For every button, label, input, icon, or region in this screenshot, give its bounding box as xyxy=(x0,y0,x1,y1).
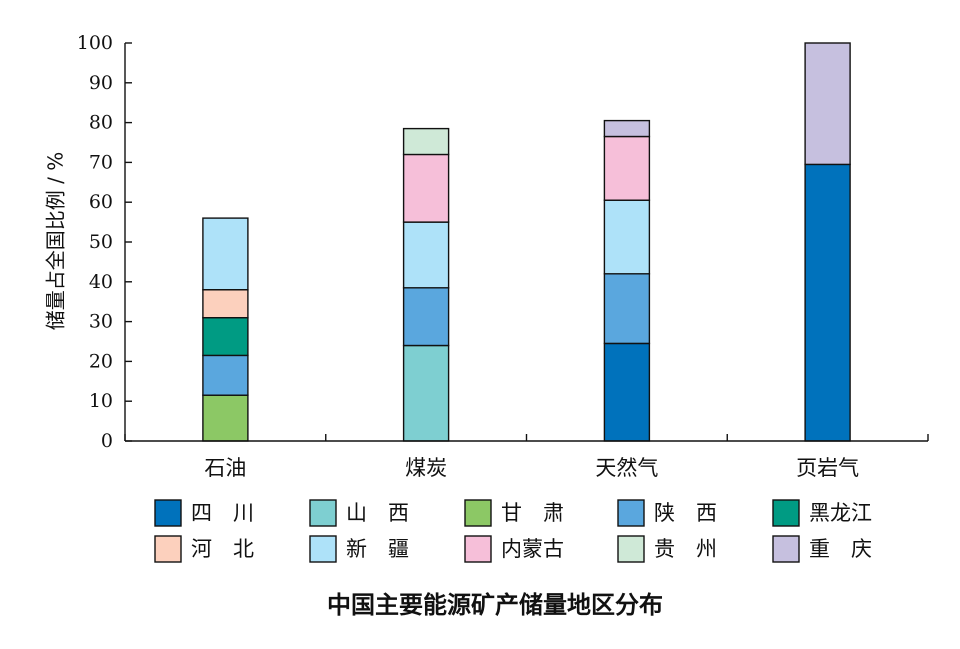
axes-group: 石油 煤炭 天然气 页岩气 0 10 20 30 40 50 60 70 80 90 100 xyxy=(77,32,929,480)
legend-label: 河 北 xyxy=(191,537,254,561)
legend-item: 贵 州 xyxy=(617,535,717,563)
legend-label: 四 川 xyxy=(191,501,254,525)
legend-item: 四 川 xyxy=(154,499,254,527)
legend-swatch xyxy=(617,535,645,563)
y-tick-label: 40 xyxy=(89,271,113,293)
legend-label: 新 疆 xyxy=(346,537,409,561)
y-tick-label: 90 xyxy=(89,72,113,94)
legend-label: 陕 西 xyxy=(654,501,717,525)
bar-segment xyxy=(202,354,249,396)
legend-item: 河 北 xyxy=(154,535,254,563)
legend-label: 重 庆 xyxy=(809,537,872,561)
y-tick-label: 10 xyxy=(89,390,113,412)
legend-item: 黑龙江 xyxy=(772,499,872,527)
bar-segment xyxy=(202,217,249,291)
legend-label: 内蒙古 xyxy=(501,537,564,561)
bar-segment xyxy=(402,127,450,156)
legend-label: 贵 州 xyxy=(654,537,717,561)
legend-swatch xyxy=(464,535,492,563)
bars-group xyxy=(202,42,851,442)
bar-segment xyxy=(202,394,249,442)
legend-label: 山 西 xyxy=(346,501,409,525)
legend-swatch xyxy=(464,499,492,527)
bar-segment xyxy=(402,344,450,442)
bar-segment xyxy=(603,199,651,275)
chart-title: 中国主要能源矿产储量地区分布 xyxy=(327,591,663,619)
legend-swatch xyxy=(309,535,337,563)
legend-swatch xyxy=(617,499,645,527)
y-tick-label: 0 xyxy=(101,430,113,452)
legend-label: 甘 肃 xyxy=(501,501,564,525)
bar-segment xyxy=(402,221,450,289)
y-tick-label: 70 xyxy=(89,151,113,173)
legend-swatch xyxy=(772,535,800,563)
bar-segment xyxy=(402,153,450,223)
bar-segment xyxy=(804,42,851,166)
bar-segment xyxy=(603,135,651,201)
y-tick-label: 20 xyxy=(89,350,113,372)
legend-swatch xyxy=(154,535,182,563)
bar-segment xyxy=(202,289,249,319)
legend-swatch xyxy=(154,499,182,527)
bar-segment xyxy=(603,273,651,345)
bar-segment xyxy=(202,316,249,357)
y-tick-label: 100 xyxy=(77,32,113,54)
y-tick-label: 60 xyxy=(89,191,113,213)
legend-swatch xyxy=(772,499,800,527)
legend-item: 新 疆 xyxy=(309,535,409,563)
legend-item: 山 西 xyxy=(309,499,409,527)
legend-item: 重 庆 xyxy=(772,535,872,563)
bar-segment xyxy=(603,119,651,138)
x-tick-label: 石油 xyxy=(204,456,246,480)
x-tick-label: 页岩气 xyxy=(796,456,859,480)
y-axis-label: 储量占全国比例 / % xyxy=(44,152,68,330)
legend-swatch xyxy=(309,499,337,527)
bar-segment xyxy=(402,287,450,347)
legend-item: 内蒙古 xyxy=(464,535,564,563)
x-tick-label: 天然气 xyxy=(595,456,658,480)
x-tick-label: 煤炭 xyxy=(405,456,447,480)
y-tick-label: 50 xyxy=(89,231,113,253)
bar-segment xyxy=(603,342,651,442)
legend-item: 甘 肃 xyxy=(464,499,564,527)
y-tick-label: 80 xyxy=(89,112,113,134)
y-tick-label: 30 xyxy=(89,311,113,333)
legend-item: 陕 西 xyxy=(617,499,717,527)
legend-label: 黑龙江 xyxy=(809,501,872,525)
bar-segment xyxy=(804,163,851,442)
